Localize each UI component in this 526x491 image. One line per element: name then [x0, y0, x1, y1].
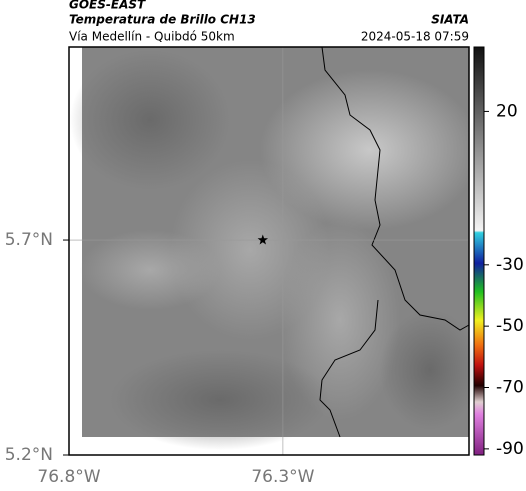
x-tick-label: 76.8°W [37, 467, 100, 487]
colorbar [473, 46, 485, 456]
location-marker [257, 234, 268, 245]
colorbar-tick-label: -30 [496, 255, 524, 275]
colorbar-tick-label: -90 [496, 439, 524, 459]
subtitle: Temperatura de Brillo CH13 [69, 13, 256, 27]
route: Vía Medellín - Quibdó 50km [69, 30, 235, 44]
satellite-image [70, 47, 480, 450]
y-tick-label: 5.2°N [5, 445, 53, 465]
colorbar-tick-label: -70 [496, 378, 524, 398]
title: GOES-EAST [69, 0, 146, 12]
y-tick-label: 5.7°N [5, 230, 53, 250]
border-line [319, 46, 470, 438]
timestamp: 2024-05-18 07:59 [361, 30, 469, 44]
map-frame [68, 46, 470, 456]
x-tick-label: 76.3°W [251, 467, 314, 487]
colorbar-tick-label: 20 [496, 101, 518, 121]
source: SIATA [431, 13, 469, 27]
colorbar-tick-label: -50 [496, 316, 524, 336]
